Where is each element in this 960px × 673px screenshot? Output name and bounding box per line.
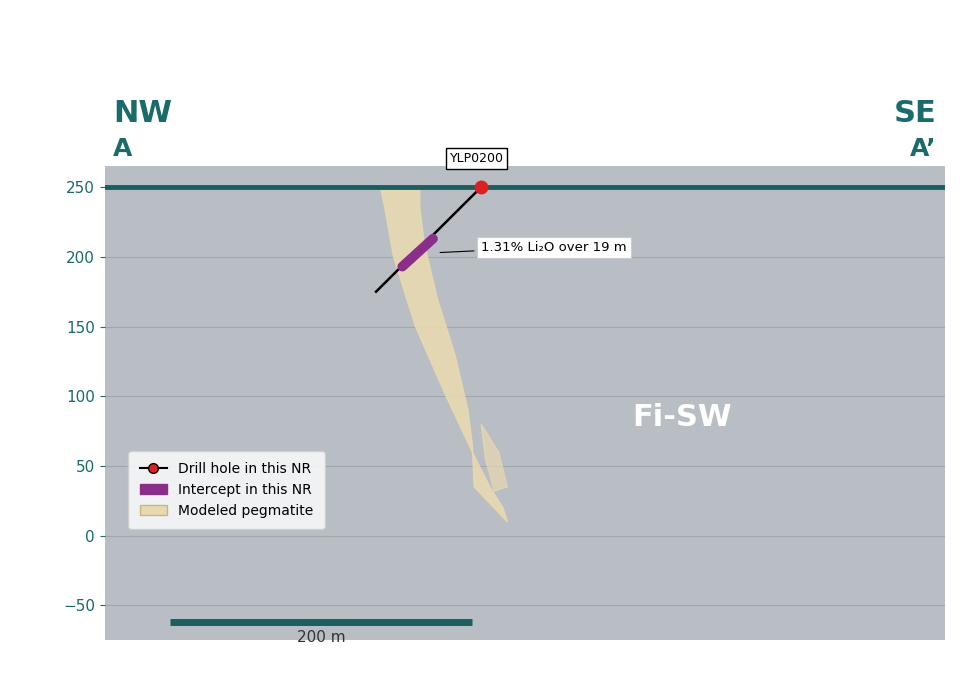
Text: A: A [113,137,132,162]
Polygon shape [481,424,507,491]
Legend: Drill hole in this NR, Intercept in this NR, Modeled pegmatite: Drill hole in this NR, Intercept in this… [129,451,324,529]
Text: 1.31% Li₂O over 19 m: 1.31% Li₂O over 19 m [440,240,627,254]
Text: SE: SE [894,100,937,129]
Text: Fi-SW: Fi-SW [633,402,732,431]
Text: A’: A’ [910,137,937,162]
Text: NW: NW [113,100,172,129]
Polygon shape [380,187,507,522]
Text: 200 m: 200 m [297,631,346,645]
Text: YLP0200: YLP0200 [449,152,504,165]
